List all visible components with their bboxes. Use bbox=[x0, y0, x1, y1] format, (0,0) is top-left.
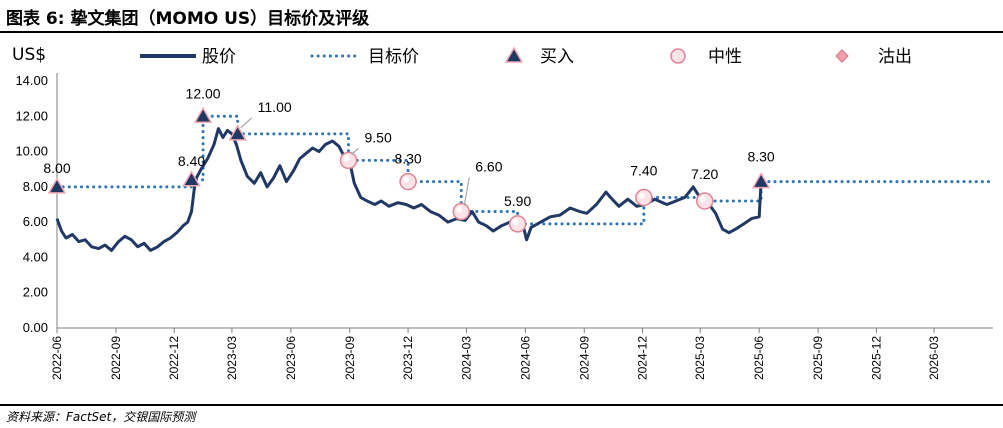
legend-item-sell: 沽出 bbox=[835, 47, 912, 67]
chart-legend: 股价 目标价 买入 中性 沽出 bbox=[140, 46, 912, 67]
rating-label: 5.90 bbox=[504, 193, 531, 209]
x-tick-label: 2023-09 bbox=[343, 336, 357, 380]
y-tick-label: 0.00 bbox=[23, 320, 48, 335]
stock-price-series bbox=[55, 127, 763, 252]
x-tick-label: 2024-09 bbox=[577, 336, 591, 380]
x-tick-label: 2022-09 bbox=[109, 336, 123, 380]
x-tick-labels: 2022-06 2022-09 2022-12 2023-03 2023-06 2023-… bbox=[50, 336, 941, 380]
y-tick-labels: 14.00 12.00 10.00 8.00 6.00 4.00 2.00 0.00 bbox=[15, 73, 48, 335]
rating-label: 9.50 bbox=[364, 129, 391, 145]
neutral-marker-highlight bbox=[403, 176, 410, 183]
legend-triangle-swatch bbox=[504, 46, 524, 63]
x-tick-label: 2023-03 bbox=[225, 336, 239, 380]
chart-svg: US$ 股价 目标价 买入 中性 沽出 14.0012.0010.008.006.004… bbox=[12, 45, 995, 380]
rating-leader-line bbox=[351, 147, 359, 155]
rating-label: 8.30 bbox=[747, 149, 774, 165]
legend-label: 股价 bbox=[202, 47, 236, 67]
legend-label: 沽出 bbox=[878, 47, 912, 67]
footer-rule bbox=[0, 404, 1003, 406]
buy-marker bbox=[193, 106, 213, 124]
y-tick-label: 4.00 bbox=[23, 249, 48, 264]
x-tick-label: 2022-12 bbox=[167, 336, 181, 380]
legend-diamond-swatch bbox=[835, 49, 849, 63]
rating-markers bbox=[47, 106, 771, 233]
rating-label: 7.20 bbox=[691, 166, 718, 182]
y-tick-label: 10.00 bbox=[15, 144, 48, 159]
y-tick-label: 14.00 bbox=[15, 73, 48, 88]
x-tick-label: 2024-03 bbox=[459, 336, 473, 380]
rating-label: 12.00 bbox=[186, 85, 221, 101]
x-tick-label: 2024-12 bbox=[636, 336, 650, 380]
legend-item-target: 目标价 bbox=[310, 47, 419, 67]
neutral-marker-highlight bbox=[456, 206, 463, 213]
y-tick-label: 8.00 bbox=[23, 179, 48, 194]
legend-item-buy: 买入 bbox=[504, 46, 574, 67]
title-rule bbox=[0, 31, 1003, 33]
y-tick-label: 12.00 bbox=[15, 108, 48, 123]
rating-label: 8.40 bbox=[178, 153, 205, 169]
x-tick-label: 2022-06 bbox=[50, 336, 64, 380]
neutral-marker-highlight bbox=[699, 195, 706, 202]
legend-item-neutral: 中性 bbox=[670, 47, 742, 67]
axes bbox=[56, 73, 993, 333]
legend-label: 中性 bbox=[708, 47, 742, 67]
neutral-marker-highlight bbox=[512, 218, 519, 225]
legend-label: 目标价 bbox=[368, 47, 419, 67]
rating-label: 7.40 bbox=[630, 162, 657, 178]
rating-leader-line bbox=[463, 177, 470, 206]
rating-label: 8.30 bbox=[394, 151, 421, 167]
legend-label: 买入 bbox=[540, 47, 574, 67]
rating-label: 8.00 bbox=[43, 160, 70, 176]
legend-item-price: 股价 bbox=[140, 47, 236, 67]
buy-marker bbox=[228, 124, 247, 141]
legend-circle-swatch bbox=[670, 48, 686, 64]
buy-marker bbox=[47, 177, 67, 194]
x-tick-label: 2026-03 bbox=[927, 336, 941, 380]
neutral-marker-highlight bbox=[638, 192, 645, 199]
stock-price-line bbox=[55, 127, 763, 252]
x-tick-label: 2025-09 bbox=[811, 336, 825, 380]
source-note: 资料来源：FactSet，交银国际预测 bbox=[6, 410, 196, 424]
y-tick-label: 6.00 bbox=[23, 214, 48, 229]
x-tick-label: 2024-06 bbox=[518, 336, 532, 380]
rating-label: 11.00 bbox=[258, 99, 292, 115]
y-axis-unit: US$ bbox=[12, 45, 46, 65]
y-tick-label: 2.00 bbox=[23, 285, 48, 300]
x-tick-label: 2025-12 bbox=[869, 336, 883, 380]
neutral-marker-highlight bbox=[343, 155, 350, 162]
x-tick-label: 2025-03 bbox=[693, 336, 707, 380]
buy-marker bbox=[751, 172, 771, 189]
rating-leader-line bbox=[240, 117, 253, 129]
rating-label: 6.60 bbox=[475, 159, 502, 175]
x-tick-label: 2025-06 bbox=[752, 336, 766, 380]
x-tick-label: 2023-06 bbox=[284, 336, 298, 380]
buy-marker bbox=[182, 170, 201, 187]
x-tick-label: 2023-12 bbox=[401, 336, 415, 380]
chart-title: 图表 6: 挚文集团（MOMO US）目标价及评级 bbox=[6, 9, 370, 29]
